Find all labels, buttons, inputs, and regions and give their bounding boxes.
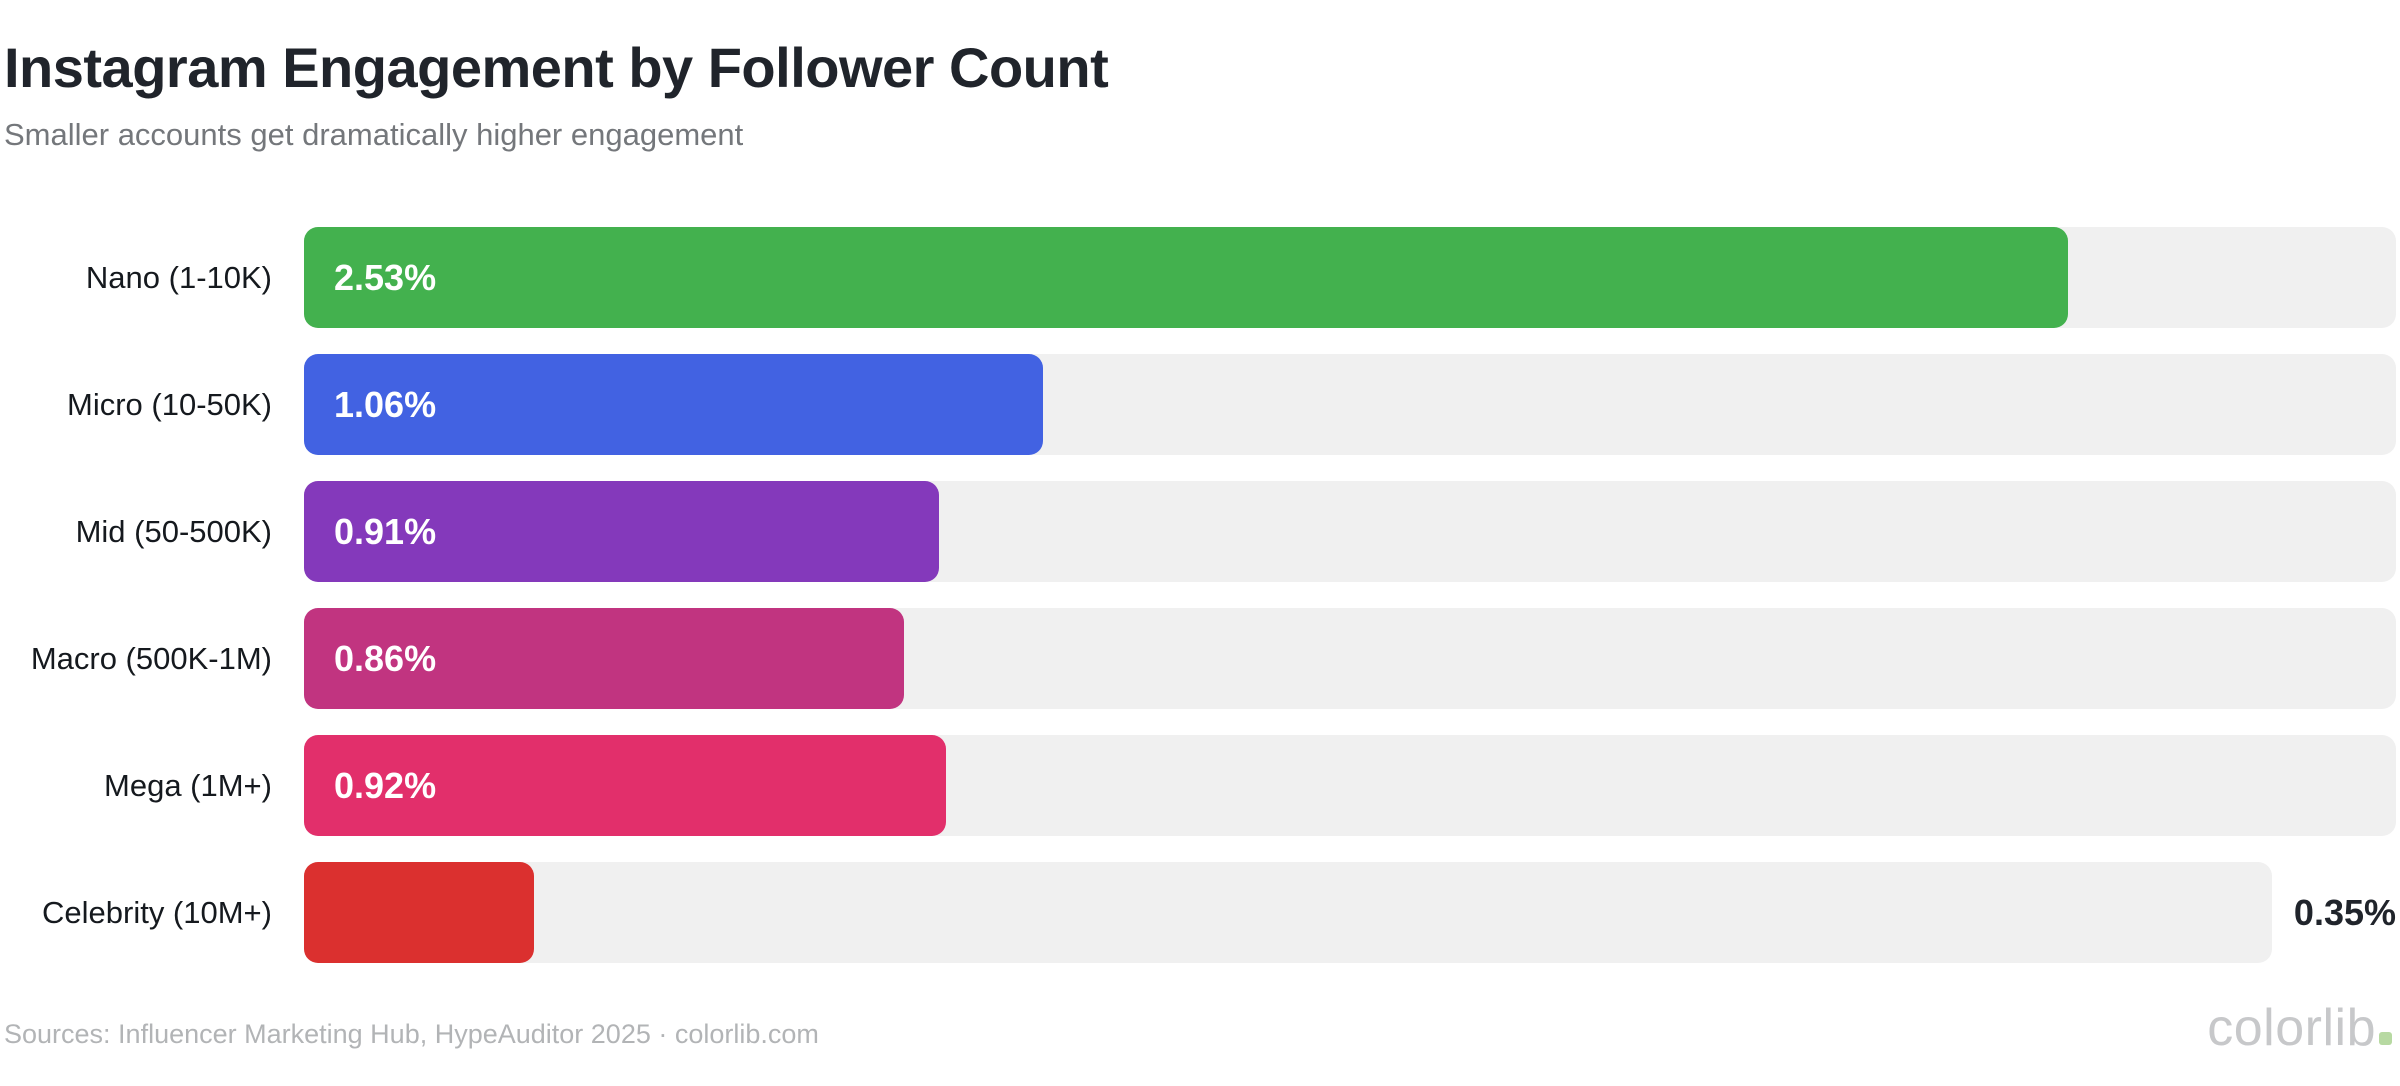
bar-area: 0.86% (304, 608, 2396, 710)
bar-row-label: Nano (1-10K) (85, 259, 272, 295)
bar-row: Mega (1M+) 0.92% (4, 735, 2396, 837)
bar-value-label: 2.53% (334, 256, 437, 298)
bar-chart: Nano (1-10K) 2.53% Micro (10-50K) 1.06% (4, 227, 2396, 964)
bar-row-label: Mega (1M+) (104, 767, 272, 803)
sources-note: Sources: Influencer Marketing Hub, HypeA… (4, 1019, 819, 1050)
bar: 1.06% (304, 354, 1044, 456)
bar-track: 2.53% (304, 227, 2396, 329)
bar-value-label-outside: 0.35% (2293, 891, 2396, 933)
bar-row: Macro (500K-1M) 0.86% (4, 608, 2396, 710)
bar (304, 862, 534, 964)
bar-area: 1.06% (304, 354, 2396, 456)
bar-row: Nano (1-10K) 2.53% (4, 227, 2396, 329)
colorlib-logo-dot (2379, 1032, 2392, 1045)
bar-area: 2.53% (304, 227, 2396, 329)
bar: 0.92% (304, 735, 946, 837)
bar-row-label: Mid (50-500K) (75, 513, 272, 549)
bar-row: Mid (50-500K) 0.91% (4, 481, 2396, 583)
colorlib-logo: colorlib (2207, 1002, 2392, 1054)
bar-row: Micro (10-50K) 1.06% (4, 354, 2396, 456)
bar-track (304, 862, 2272, 964)
bar-area: 0.92% (304, 735, 2396, 837)
bar-row: Celebrity (10M+) 0.35% (4, 862, 2396, 964)
bar-area: 0.35% (304, 862, 2396, 964)
bar-row-label: Celebrity (10M+) (42, 894, 272, 930)
bar-track: 0.91% (304, 481, 2396, 583)
bar-row-label: Macro (500K-1M) (30, 640, 272, 676)
page-subtitle: Smaller accounts get dramatically higher… (4, 117, 744, 153)
bar-track: 0.92% (304, 735, 2396, 837)
bar: 0.86% (304, 608, 904, 710)
colorlib-logo-text: colorlib (2207, 999, 2376, 1057)
bar-value-label: 1.06% (334, 383, 437, 425)
bar-value-label: 0.86% (334, 637, 437, 679)
page-title: Instagram Engagement by Follower Count (4, 36, 1109, 99)
bar-area: 0.91% (304, 481, 2396, 583)
bar: 2.53% (304, 227, 2069, 329)
bar-value-label: 0.92% (334, 764, 437, 806)
bar-value-label: 0.91% (334, 510, 437, 552)
bar-row-label: Micro (10-50K) (67, 386, 272, 422)
bar-track: 1.06% (304, 354, 2396, 456)
bar: 0.91% (304, 481, 939, 583)
bar-track: 0.86% (304, 608, 2396, 710)
